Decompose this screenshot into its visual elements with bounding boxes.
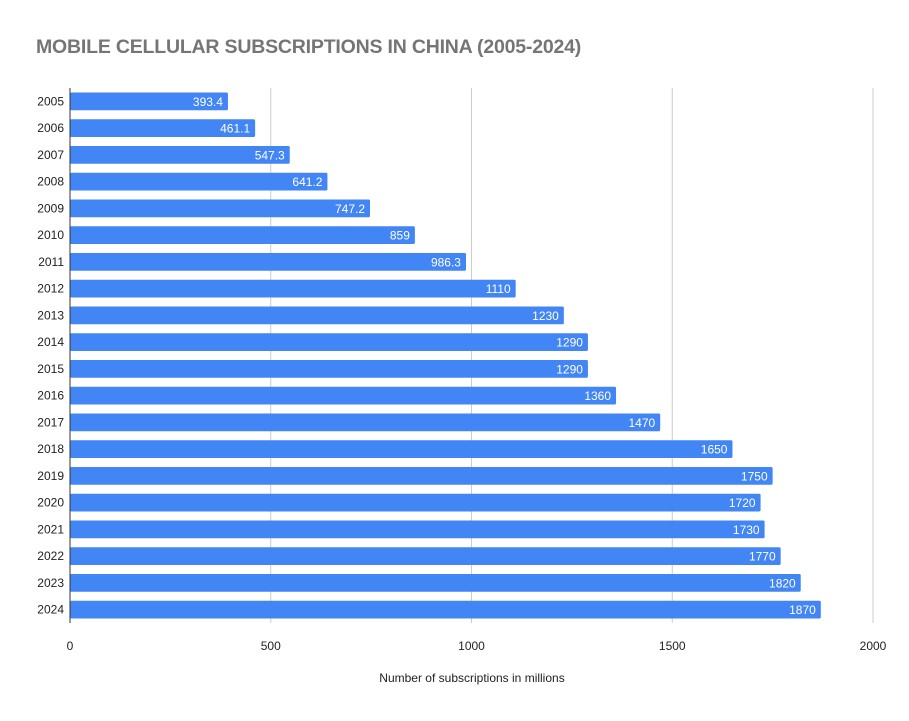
bar	[70, 92, 228, 111]
bar-value-label: 1470	[629, 416, 656, 430]
bar-value-label: 1730	[733, 523, 760, 537]
y-tick-label: 2005	[37, 94, 64, 108]
y-tick-label: 2018	[37, 442, 64, 456]
bar-value-label: 547.3	[255, 148, 285, 162]
bar	[70, 413, 661, 432]
bar	[70, 360, 588, 378]
bars: 393.4 461.1 547.3 641.2 747.2 859 986.3 1110 123…	[70, 92, 821, 619]
bar	[70, 386, 617, 405]
y-tick-label: 2010	[37, 228, 64, 242]
gridlines	[270, 88, 874, 623]
bar-value-label: 1230	[532, 309, 559, 323]
bar-value-label: 1290	[556, 336, 583, 350]
bar-value-label: 859	[390, 229, 410, 243]
bar	[70, 253, 466, 271]
bar-value-label: 641.2	[292, 175, 322, 189]
bar-value-label: 1110	[486, 282, 511, 296]
bar	[70, 199, 371, 218]
bar-value-label: 1870	[789, 603, 816, 617]
y-tick-label: 2024	[37, 603, 64, 617]
y-tick-label: 2006	[37, 121, 64, 135]
bar-value-label: 1290	[556, 362, 583, 376]
y-tick-label: 2016	[37, 389, 64, 403]
bar-value-label: 1650	[701, 443, 728, 457]
axes: 0 500 1000 1500 2000 2005 2006 2007 2008 2009 2010…	[37, 88, 887, 653]
y-tick-label: 2020	[37, 496, 64, 510]
x-axis-title: Number of subscriptions in millions	[379, 671, 564, 685]
bar-value-label: 1770	[749, 550, 776, 564]
y-tick-label: 2015	[37, 362, 64, 376]
bar	[70, 119, 256, 137]
bar-value-label: 393.4	[193, 95, 223, 109]
bar	[70, 226, 415, 244]
bar	[70, 467, 773, 485]
y-tick-label: 2013	[37, 308, 64, 322]
y-tick-label: 2017	[37, 415, 64, 429]
bar-value-label: 461.1	[220, 122, 250, 136]
x-tick-label: 0	[67, 639, 74, 653]
chart-title: MOBILE CELLULAR SUBSCRIPTIONS IN CHINA (…	[36, 36, 582, 58]
bar	[70, 146, 290, 164]
x-tick-label: 1500	[659, 639, 686, 653]
y-tick-label: 2009	[37, 201, 64, 215]
y-tick-label: 2022	[37, 549, 64, 563]
y-tick-label: 2019	[37, 469, 64, 483]
bar-value-label: 1720	[729, 496, 756, 510]
bar-value-label: 747.2	[335, 202, 365, 216]
x-tick-label: 500	[261, 639, 281, 653]
bar	[70, 440, 733, 458]
y-tick-label: 2007	[37, 148, 64, 162]
y-tick-label: 2011	[38, 255, 64, 269]
y-tick-label: 2023	[37, 576, 64, 590]
bar	[70, 600, 821, 619]
bar-value-label: 986.3	[431, 255, 461, 269]
bar-value-label: 1750	[741, 469, 768, 483]
y-tick-label: 2014	[37, 335, 64, 349]
y-tick-label: 2008	[37, 175, 64, 189]
y-tick-label: 2012	[37, 282, 64, 296]
bar	[70, 333, 588, 351]
bar-value-label: 1360	[584, 389, 611, 403]
bar	[70, 279, 516, 298]
y-tick-label: 2021	[37, 522, 64, 536]
x-tick-label: 2000	[860, 639, 887, 653]
bar	[70, 306, 564, 325]
bar	[70, 547, 781, 565]
bar	[70, 172, 328, 191]
x-tick-label: 1000	[458, 639, 485, 653]
bar	[70, 520, 765, 539]
bar-value-label: 1820	[769, 576, 796, 590]
bar	[70, 493, 761, 512]
bar	[70, 574, 801, 592]
